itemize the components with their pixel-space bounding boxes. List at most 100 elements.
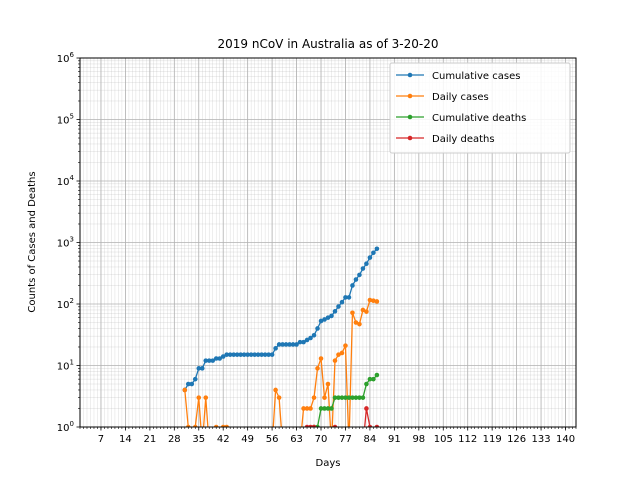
data-point <box>273 346 278 351</box>
x-tick-label: 7 <box>98 434 104 445</box>
data-point <box>346 295 352 300</box>
legend-marker <box>407 114 413 120</box>
data-point <box>315 366 320 371</box>
data-point <box>227 352 233 357</box>
data-point <box>325 315 331 320</box>
x-tick-label: 42 <box>217 434 230 445</box>
data-point <box>336 352 341 357</box>
y-tick-label: 100 <box>57 420 74 434</box>
data-point <box>283 342 289 347</box>
data-point <box>360 266 366 271</box>
data-point <box>224 352 230 357</box>
series-daily-cases <box>182 297 380 427</box>
data-point <box>262 352 268 357</box>
data-point <box>374 246 380 252</box>
data-point <box>318 356 324 361</box>
data-point <box>367 424 373 427</box>
data-point <box>346 395 352 400</box>
data-point <box>332 309 338 314</box>
series-cumulative-deaths <box>311 372 380 427</box>
x-axis: 7 14 21 28 35 42 49 56 63 70 77 84 91 98 105 112 119 126 1… <box>79 427 577 445</box>
y-tick-label: 105 <box>57 113 74 127</box>
x-tick-label: 77 <box>339 434 352 445</box>
data-point <box>353 320 359 325</box>
data-point <box>276 395 282 400</box>
data-point <box>280 342 285 347</box>
series-layer <box>182 246 380 427</box>
data-point <box>336 395 341 400</box>
data-point <box>332 424 338 427</box>
legend-label: Daily deaths <box>432 134 495 145</box>
data-point <box>367 297 373 303</box>
data-point <box>199 366 205 371</box>
data-point <box>287 342 292 347</box>
data-point <box>364 309 369 314</box>
x-tick-label: 35 <box>192 434 205 445</box>
y-tick-label: 102 <box>57 297 74 311</box>
data-point <box>220 354 226 359</box>
data-point <box>234 352 240 357</box>
x-tick-label: 84 <box>364 434 377 445</box>
data-point <box>339 299 345 305</box>
y-tick-label: 103 <box>57 236 74 250</box>
data-point <box>189 381 195 387</box>
data-point <box>238 352 243 357</box>
data-point <box>192 424 198 427</box>
data-point <box>343 343 348 348</box>
legend-label: Daily cases <box>432 92 489 103</box>
data-point <box>364 381 369 387</box>
data-point <box>360 307 366 313</box>
x-tick-label: 21 <box>143 434 156 445</box>
data-point <box>304 406 310 411</box>
data-point <box>364 261 369 267</box>
legend-label: Cumulative cases <box>432 71 520 82</box>
data-point <box>185 381 191 387</box>
y-axis: 100 101 102 103 104 105 106 <box>57 51 80 434</box>
data-point <box>224 424 230 427</box>
data-point <box>332 395 338 400</box>
data-point <box>297 339 303 345</box>
data-point <box>322 406 327 411</box>
data-point <box>203 395 209 400</box>
data-point <box>213 424 219 427</box>
x-tick-label: 98 <box>412 434 425 445</box>
data-point <box>290 342 296 347</box>
data-point <box>273 387 278 393</box>
data-point <box>374 372 380 378</box>
data-point <box>357 395 362 400</box>
data-point <box>322 317 327 322</box>
data-point <box>182 387 188 393</box>
data-point <box>325 381 331 387</box>
x-tick-label: 28 <box>168 434 181 445</box>
data-point <box>245 352 250 357</box>
legend-marker <box>407 135 413 141</box>
data-point <box>269 352 275 357</box>
data-point <box>329 406 334 411</box>
x-tick-label: 49 <box>241 434 254 445</box>
chart-title: 2019 nCoV in Australia as of 3-20-20 <box>218 37 439 51</box>
legend-marker <box>407 72 413 78</box>
data-point <box>350 283 355 288</box>
data-point <box>276 342 282 347</box>
data-point <box>210 358 216 363</box>
data-point <box>304 337 310 343</box>
data-point <box>318 318 324 324</box>
data-point <box>371 298 376 304</box>
data-point <box>308 424 313 427</box>
data-point <box>350 310 355 316</box>
data-point <box>353 395 359 400</box>
data-point <box>374 424 380 427</box>
data-point <box>325 406 331 411</box>
legend-box <box>389 62 571 154</box>
data-point <box>367 376 373 382</box>
data-point <box>259 352 264 357</box>
legend-marker <box>407 93 413 99</box>
data-point <box>308 335 313 341</box>
data-point <box>301 339 306 345</box>
data-point <box>343 395 348 400</box>
data-point <box>203 358 209 363</box>
x-tick-label: 56 <box>266 434 279 445</box>
x-tick-label: 70 <box>315 434 328 445</box>
y-tick-label: 106 <box>57 51 75 65</box>
